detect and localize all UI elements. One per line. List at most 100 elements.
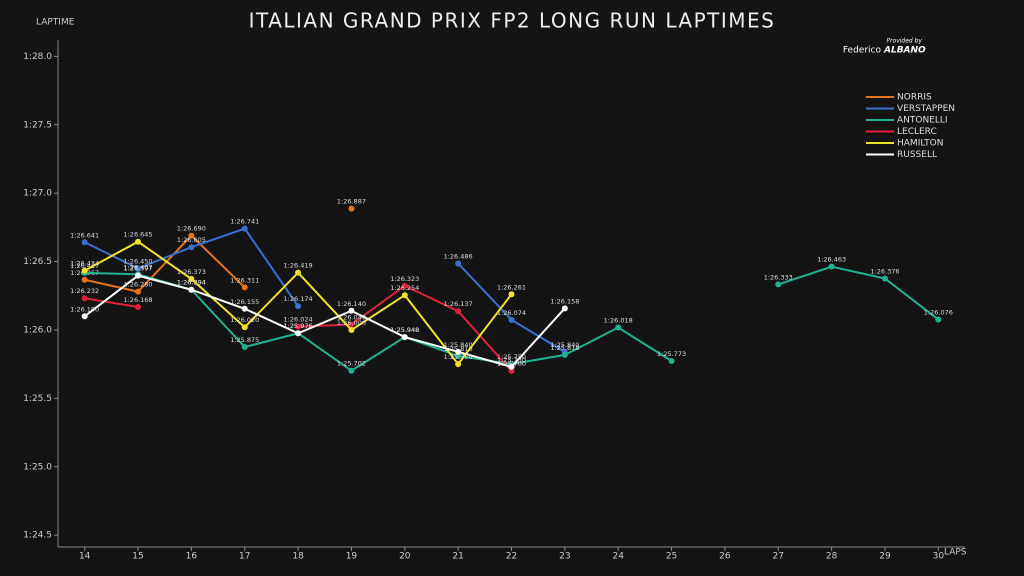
x-tick-label: 25 <box>666 552 677 562</box>
x-tick-label: 16 <box>186 552 198 562</box>
legend-label: NORRIS <box>897 93 932 103</box>
x-tick-label: 17 <box>239 552 250 562</box>
x-tick-label: 29 <box>879 552 891 562</box>
value-label: 1:25.948 <box>390 326 419 334</box>
value-label: 1:26.690 <box>177 225 206 233</box>
value-label: 1:26.450 <box>123 257 152 265</box>
legend-label: RUSSELL <box>897 150 937 160</box>
value-label: 1:25.840 <box>550 341 579 349</box>
series-line <box>777 265 939 321</box>
data-point <box>348 321 355 328</box>
data-point <box>775 281 782 288</box>
value-label: 1:26.486 <box>444 252 473 260</box>
data-point <box>508 316 515 323</box>
chart-title: ITALIAN GRAND PRIX FP2 LONG RUN LAPTIMES <box>249 9 776 33</box>
value-label: 1:25.948 <box>390 326 419 334</box>
value-label: 1:26.158 <box>550 297 579 305</box>
value-label: 1:26.311 <box>230 276 259 284</box>
value-label: 1:26.645 <box>123 231 152 239</box>
value-label: 1:26.261 <box>497 283 526 291</box>
value-label: 1:26.140 <box>337 300 366 308</box>
data-point <box>348 326 355 333</box>
data-point <box>295 330 302 337</box>
data-point <box>935 316 942 323</box>
data-point <box>455 348 462 355</box>
data-point <box>81 276 88 283</box>
value-label: 1:26.137 <box>444 300 473 308</box>
data-point <box>295 323 302 330</box>
x-tick-label: 26 <box>719 552 731 562</box>
value-label: 1:26.074 <box>497 309 526 317</box>
data-point <box>81 267 88 274</box>
y-axis-label: LAPTIME <box>36 18 75 28</box>
x-tick-label: 18 <box>292 552 304 562</box>
value-label: 1:25.875 <box>230 336 259 344</box>
value-label: 1:26.605 <box>177 236 206 244</box>
y-tick-label: 1:24.5 <box>23 531 52 541</box>
data-point <box>881 275 888 282</box>
y-tick-label: 1:27.5 <box>23 120 52 130</box>
data-point <box>401 282 408 289</box>
data-point <box>455 308 462 315</box>
value-label: 1:25.730 <box>497 356 526 364</box>
x-tick-label: 27 <box>773 552 784 562</box>
data-point <box>295 269 302 276</box>
data-point <box>188 275 195 282</box>
data-point <box>561 351 568 358</box>
value-label: 1:25.702 <box>337 360 366 368</box>
series-line <box>84 274 566 369</box>
value-label: 1:26.168 <box>123 296 152 304</box>
y-tick-label: 1:25.5 <box>23 394 52 404</box>
data-point <box>615 324 622 331</box>
value-label: 1:26.232 <box>70 287 99 295</box>
data-point <box>241 324 248 331</box>
value-label: 1:26.294 <box>177 279 206 287</box>
series-line <box>84 297 139 308</box>
value-label: 1:26.280 <box>123 281 152 289</box>
x-tick-label: 22 <box>506 552 517 562</box>
data-point <box>188 244 195 251</box>
value-label: 1:26.020 <box>230 316 259 324</box>
data-point <box>135 238 142 245</box>
data-point <box>135 288 142 295</box>
data-point <box>348 367 355 374</box>
value-label: 1:26.741 <box>230 218 259 226</box>
y-tick-label: 1:26.5 <box>23 257 52 267</box>
x-tick-label: 30 <box>933 552 945 562</box>
value-label: 1:26.100 <box>70 305 99 313</box>
value-label: 1:26.641 <box>70 231 99 239</box>
data-point <box>348 205 355 212</box>
data-point <box>508 363 515 370</box>
y-tick-label: 1:27.0 <box>23 189 52 199</box>
data-point <box>81 295 88 302</box>
value-label: 1:26.323 <box>390 275 419 283</box>
value-label: 1:26.376 <box>870 268 899 276</box>
x-tick-label: 15 <box>132 552 143 562</box>
value-label: 1:26.155 <box>230 298 259 306</box>
value-label: 1:26.887 <box>337 198 366 206</box>
x-axis-label: LAPS <box>944 548 967 558</box>
data-point <box>401 292 408 299</box>
value-label: 1:26.076 <box>924 309 953 317</box>
credit: Provided by <box>886 38 922 45</box>
value-label: 1:25.840 <box>444 341 473 349</box>
value-label: 1:26.018 <box>604 316 633 324</box>
data-point <box>188 286 195 293</box>
y-tick-label: 1:26.0 <box>23 325 52 335</box>
value-label: 1:26.434 <box>70 260 99 268</box>
value-label: 1:26.024 <box>284 316 313 324</box>
legend-label: ANTONELLI <box>897 116 948 126</box>
value-label: 1:26.417 <box>70 262 99 270</box>
x-tick-label: 19 <box>346 552 358 562</box>
data-point <box>561 305 568 312</box>
value-label: 1:26.333 <box>764 273 793 281</box>
data-point <box>241 344 248 351</box>
data-point <box>508 291 515 298</box>
value-label: 1:26.040 <box>337 313 366 321</box>
data-point <box>455 260 462 267</box>
value-label: 1:26.407 <box>123 263 152 271</box>
x-tick-label: 23 <box>559 552 570 562</box>
series-line <box>84 234 246 293</box>
value-label: 1:25.818 <box>550 344 579 352</box>
